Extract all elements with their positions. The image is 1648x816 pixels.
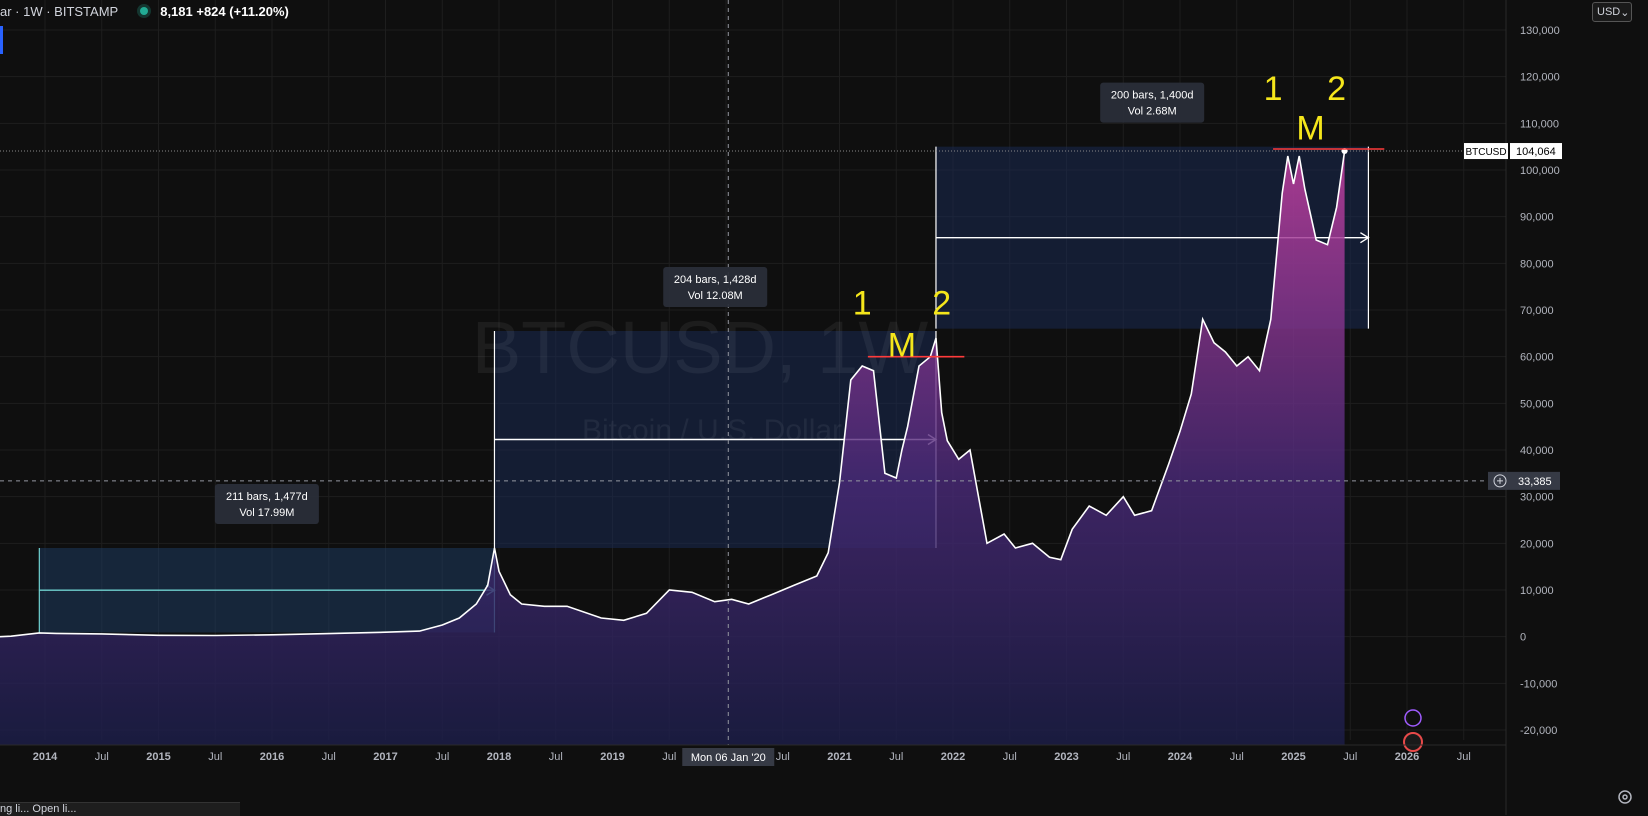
x-tick-label: 2026 xyxy=(1395,751,1419,763)
x-tick-label: Jul xyxy=(662,751,676,763)
x-tick-label: 2024 xyxy=(1168,751,1193,763)
y-tick-label: 90,000 xyxy=(1520,212,1554,224)
x-tick-label: 2022 xyxy=(941,751,965,763)
y-tick-label: 10,000 xyxy=(1520,585,1554,597)
measurement-vol: Vol 2.68M xyxy=(1128,106,1177,118)
measurement-bars: 204 bars, 1,428d xyxy=(674,274,757,286)
x-tick-label: 2016 xyxy=(260,751,284,763)
pattern-label[interactable]: 2 xyxy=(1327,70,1346,108)
price-change: 8,181 +824 (+11.20%) xyxy=(160,3,289,19)
pattern-label[interactable]: M xyxy=(1296,110,1324,148)
currency-select[interactable]: USD ⌄ xyxy=(1592,2,1632,22)
watermark-subtitle: Bitcoin / U.S. Dollar xyxy=(582,414,842,447)
x-tick-label: Jul xyxy=(776,751,790,763)
x-tick-label: Jul xyxy=(1230,751,1244,763)
side-tab[interactable] xyxy=(0,26,3,54)
y-tick-label: -10,000 xyxy=(1520,678,1557,690)
measurement-bars: 211 bars, 1,477d xyxy=(226,491,308,503)
bottom-panel-tabs[interactable]: ng li... Open li... xyxy=(0,802,240,816)
watermark-title: BTCUSD, 1W xyxy=(472,306,929,389)
price-line xyxy=(0,150,1346,638)
x-tick-label: 2018 xyxy=(487,751,511,763)
y-tick-label: 110,000 xyxy=(1520,118,1559,130)
measurement-bars: 200 bars, 1,400d xyxy=(1111,90,1194,102)
measurement-label[interactable]: 204 bars, 1,428d Vol 12.08M xyxy=(663,267,768,307)
lightning-icon[interactable] xyxy=(1404,709,1422,727)
x-tick-label: 2023 xyxy=(1054,751,1078,763)
us-flag-icon[interactable] xyxy=(1403,732,1423,752)
axes: 130,000120,000110,000100,00090,00080,000… xyxy=(0,0,1562,815)
measurement-label-bg xyxy=(1100,82,1205,123)
watermark: BTCUSD, 1W Bitcoin / U.S. Dollar xyxy=(472,306,929,447)
x-tick-label: 2014 xyxy=(33,751,58,763)
x-tick-label: 2017 xyxy=(373,751,397,763)
crosshair-date: Mon 06 Jan '20 xyxy=(691,752,766,764)
measurement-label-bg xyxy=(663,267,768,307)
x-tick-label: Jul xyxy=(1003,751,1017,763)
x-tick-label: Jul xyxy=(95,751,109,763)
crosshair-date-label: Mon 06 Jan '20 xyxy=(682,748,775,766)
measurement-label[interactable]: 200 bars, 1,400d Vol 2.68M xyxy=(1100,82,1205,123)
crosshair-price-bg xyxy=(1488,471,1560,490)
price-area xyxy=(0,151,1345,745)
currency-label: USD xyxy=(1597,6,1621,18)
y-tick-label: -20,000 xyxy=(1520,725,1557,737)
price-tag-symbol: BTCUSD xyxy=(1465,147,1506,158)
plus-circle-icon[interactable] xyxy=(1493,474,1507,488)
pattern-label[interactable]: 1 xyxy=(1264,70,1283,108)
price-tag-value: 104,064 xyxy=(1516,146,1556,158)
measurement-vol: Vol 17.99M xyxy=(239,507,294,519)
measurement-label[interactable]: 211 bars, 1,477d Vol 17.99M xyxy=(214,484,319,524)
pattern-label[interactable]: M xyxy=(888,327,916,365)
arrow-head-icon xyxy=(1360,232,1370,244)
price-tag-value-bg xyxy=(1510,143,1562,160)
y-tick-label: 120,000 xyxy=(1520,72,1560,84)
crosshair-price-label: 33,385 xyxy=(1488,471,1560,490)
market-status-icon xyxy=(140,7,149,15)
symbol-header[interactable]: ar · 1W · BITSTAMP 8,181 +824 (+11.20%) xyxy=(0,0,289,22)
measurement-label-bg xyxy=(214,484,319,524)
y-tick-label: 20,000 xyxy=(1520,538,1554,550)
crosshair-date-bg xyxy=(682,748,775,766)
y-tick-label: 40,000 xyxy=(1520,445,1554,457)
y-tick-label: 130,000 xyxy=(1520,25,1560,37)
chevron-down-icon: ⌄ xyxy=(1620,6,1630,19)
measurement-vol: Vol 12.08M xyxy=(688,290,743,302)
x-tick-label: Jul xyxy=(889,751,903,763)
y-tick-label: 60,000 xyxy=(1520,352,1554,364)
y-tick-label: 100,000 xyxy=(1520,165,1560,177)
x-tick-label: Jul xyxy=(322,751,336,763)
x-tick-label: 2019 xyxy=(600,751,624,763)
price-tag-symbol-bg xyxy=(1464,143,1508,160)
pattern-label[interactable]: 1 xyxy=(853,285,872,323)
pattern-label[interactable]: 2 xyxy=(932,285,951,323)
x-tick-label: Jul xyxy=(208,751,222,763)
crosshair-price: 33,385 xyxy=(1518,476,1552,488)
x-tick-label: 2015 xyxy=(146,751,170,763)
y-tick-label: 50,000 xyxy=(1520,398,1554,410)
gear-icon[interactable] xyxy=(1614,786,1636,808)
bottom-panel-label[interactable]: ng li... Open li... xyxy=(0,803,77,815)
x-tick-label: Jul xyxy=(549,751,563,763)
x-tick-label: 2021 xyxy=(827,751,851,763)
y-tick-label: 0 xyxy=(1520,632,1526,644)
x-tick-label: Jul xyxy=(1116,751,1130,763)
x-tick-label: Jul xyxy=(1457,751,1471,763)
y-tick-label: 80,000 xyxy=(1520,258,1554,270)
symbol-title[interactable]: ar · 1W · BITSTAMP xyxy=(0,3,119,19)
x-tick-label: Jul xyxy=(1343,751,1357,763)
price-tag: BTCUSD 104,064 xyxy=(1464,143,1562,160)
y-tick-label: 70,000 xyxy=(1520,305,1554,317)
x-tick-label: 2025 xyxy=(1281,751,1305,763)
y-tick-label: 30,000 xyxy=(1520,492,1554,504)
x-tick-label: Jul xyxy=(435,751,449,763)
